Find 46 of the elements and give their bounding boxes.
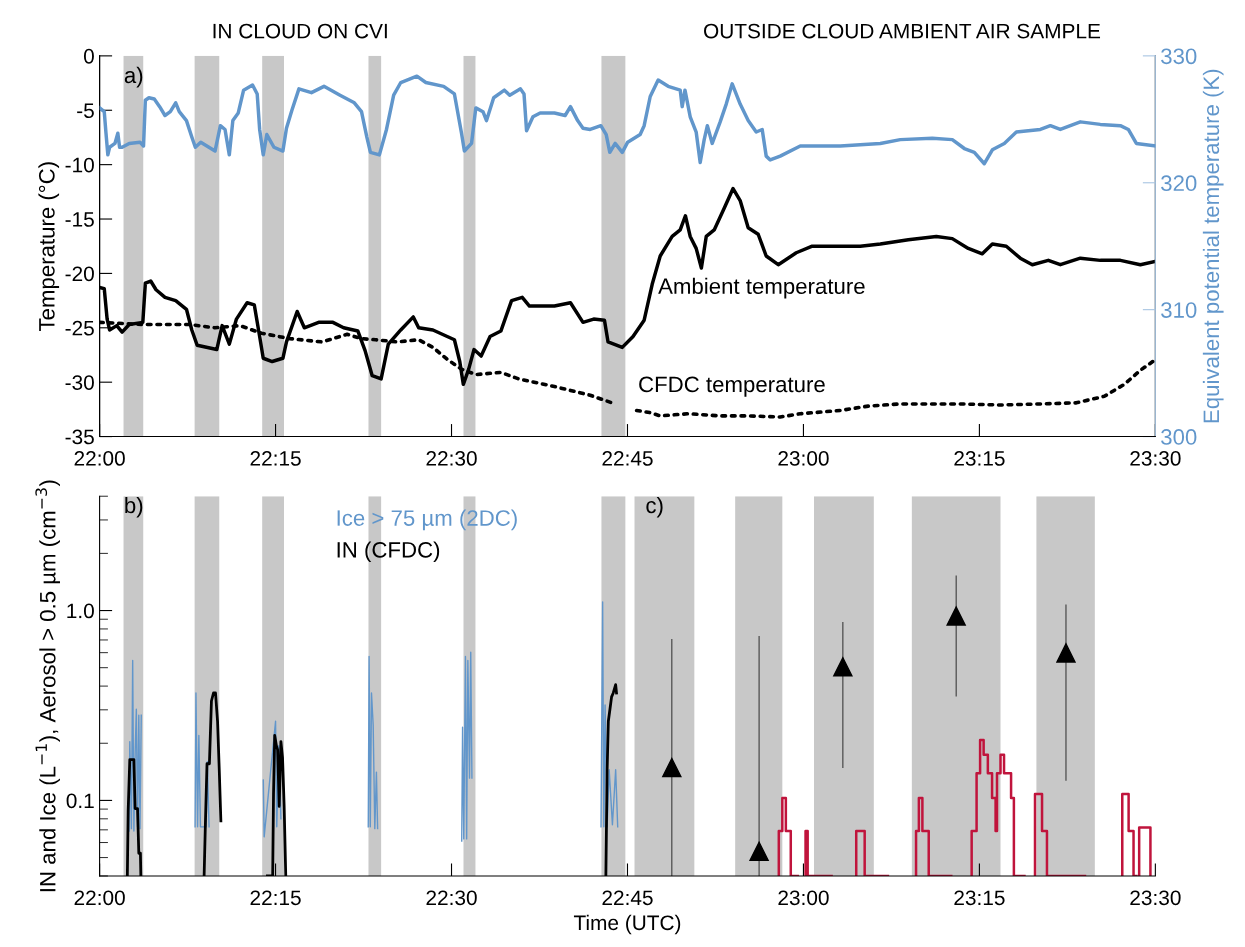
annotation: Ambient temperature (658, 277, 865, 299)
y-tick-label: 0 (83, 48, 94, 64)
y-axis-title: Temperature (°C) (38, 162, 60, 332)
x-tick-label: 23:00 (778, 890, 829, 906)
x-tick-label: 23:00 (778, 451, 829, 466)
y-tick-label: -25 (65, 320, 94, 336)
annotation: b) (125, 496, 143, 518)
x-tick-label: 23:15 (954, 451, 1005, 466)
y-axis-title: IN and Ice (L$^{−1}$), Aerosol > 0.5 µm (cm$^{−3}$) (35, 480, 60, 892)
text: OUTSIDE CLOUD AMBIENT AIR SAMPLE (704, 23, 1101, 39)
x-tick-label: 22:15 (250, 451, 301, 466)
point (833, 656, 853, 677)
x-tick-label: 22:00 (74, 451, 125, 466)
y2-tick-label: 310 (1161, 302, 1197, 318)
y-tick-label: 1.0 (67, 603, 94, 619)
point (1056, 643, 1076, 663)
y2-axis-title: Equivalent potential temperature (K) (1202, 69, 1224, 423)
text: IN CLOUD ON CVI (213, 23, 387, 39)
annotation: a) (124, 66, 143, 88)
y-tick-label: -20 (65, 266, 94, 282)
y-tick-label: -15 (65, 212, 94, 227)
point (749, 841, 769, 861)
x-tick-label: 23:15 (954, 890, 1005, 906)
y-tick-label: -35 (65, 429, 94, 445)
x-tick-label: 22:45 (602, 890, 653, 906)
y2-tick-label: 330 (1161, 48, 1197, 65)
x-tick-label: 22:30 (426, 451, 477, 466)
text: Ice > 75 µm (2DC) (337, 509, 517, 531)
point (662, 757, 682, 778)
x-tick-label: 22:00 (74, 890, 125, 906)
x-tick-label: 23:30 (1130, 890, 1181, 906)
x-tick-label: 22:30 (426, 890, 477, 906)
y-tick-label: -10 (65, 157, 94, 173)
y2-tick-label: 320 (1161, 175, 1197, 192)
point (946, 606, 966, 626)
y-tick-label: -30 (65, 375, 94, 390)
text: IN (CFDC) (337, 541, 440, 563)
y-tick-label: 0.1 (66, 793, 94, 809)
annotation: CFDC temperature (639, 376, 825, 397)
x-tick-label: 22:15 (250, 890, 301, 906)
x-tick-label: 22:45 (602, 451, 653, 466)
x-tick-label: 23:30 (1130, 451, 1181, 466)
annotation: c) (646, 496, 663, 518)
y2-tick-label: 300 (1161, 429, 1197, 445)
x-axis-title: Time (UTC) (573, 914, 681, 935)
y-tick-label: -5 (77, 103, 94, 119)
